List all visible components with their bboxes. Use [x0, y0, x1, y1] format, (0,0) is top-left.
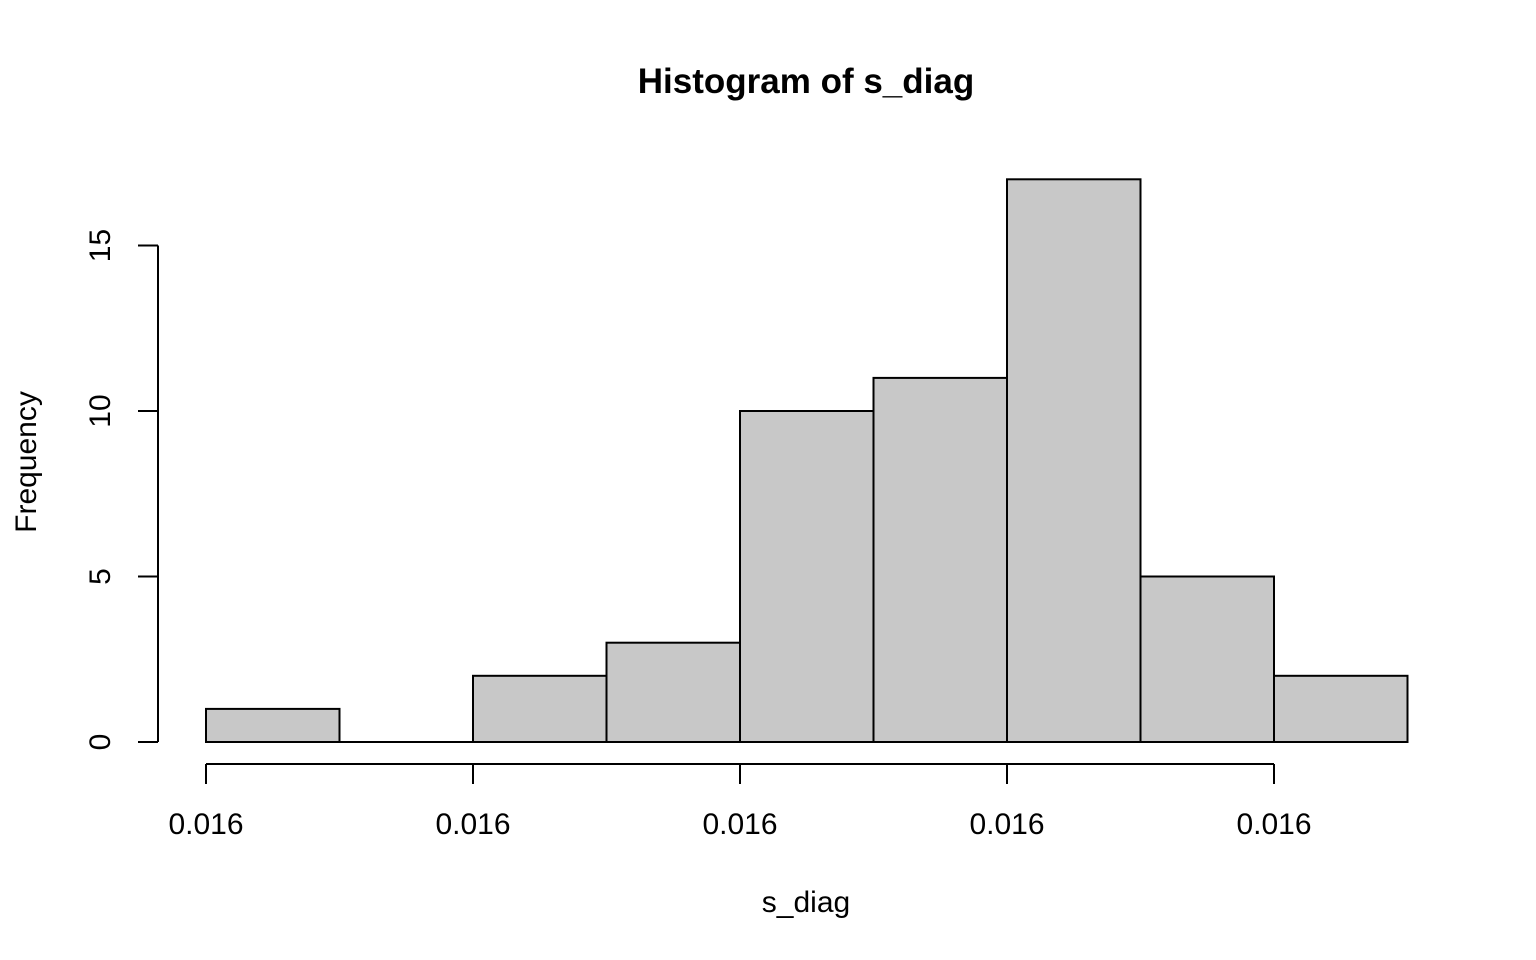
y-tick-label: 5: [84, 568, 117, 585]
histogram-bar: [1273, 674, 1409, 743]
y-axis: 0 5 10 15: [84, 229, 159, 751]
y-tick-label: 10: [84, 394, 117, 427]
x-tick-label: 0.016: [702, 808, 777, 841]
histogram-bar: [472, 674, 608, 743]
histogram-bar: [205, 707, 341, 744]
chart-title: Histogram of s_diag: [638, 62, 974, 101]
y-tick-label: 0: [84, 734, 117, 751]
y-tick-label: 15: [84, 229, 117, 262]
x-tick-label: 0.016: [168, 808, 243, 841]
x-tick-label: 0.016: [435, 808, 510, 841]
y-axis-label: Frequency: [10, 391, 43, 533]
x-tick-label: 0.016: [969, 808, 1044, 841]
x-axis-label: s_diag: [762, 886, 850, 919]
bars-group: [205, 178, 1409, 744]
histogram-bar: [739, 410, 875, 743]
histogram-bar: [1006, 178, 1142, 744]
x-axis: 0.016 0.016 0.016 0.016 0.016: [168, 763, 1312, 841]
histogram-bar: [1139, 575, 1275, 743]
histogram-bar: [872, 376, 1008, 743]
x-tick-label: 0.016: [1236, 808, 1311, 841]
histogram-bar: [605, 641, 741, 744]
